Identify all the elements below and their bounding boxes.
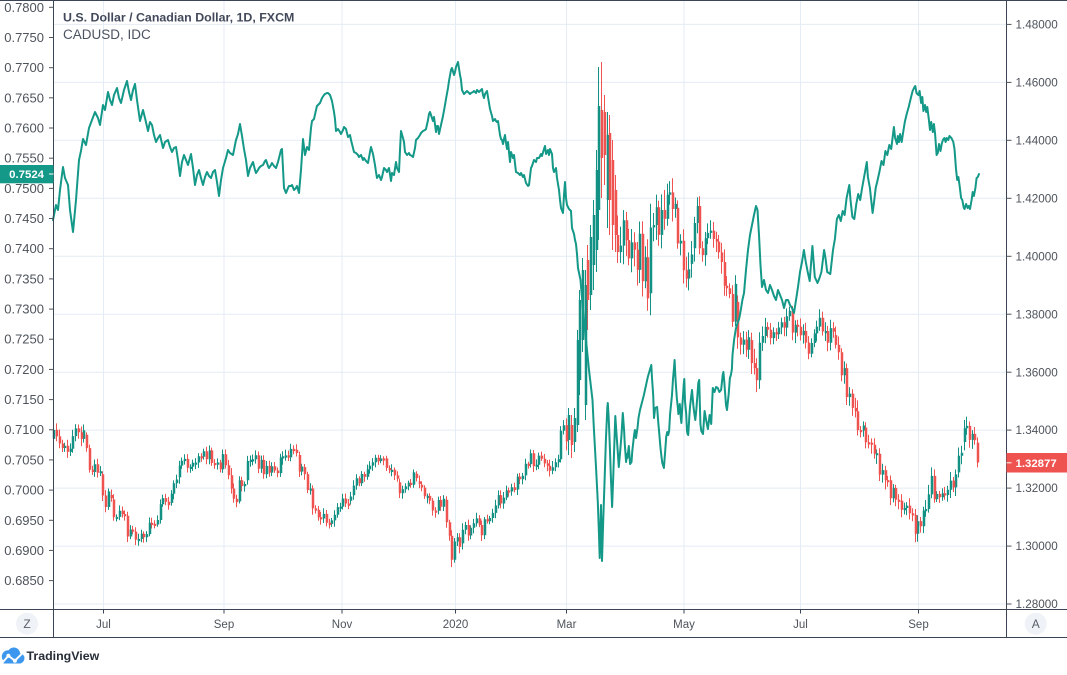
svg-text:0.6950: 0.6950 [4, 513, 44, 528]
svg-text:May: May [673, 619, 695, 631]
svg-text:0.7800: 0.7800 [4, 0, 44, 15]
svg-text:Z: Z [23, 617, 30, 631]
svg-text:0.7750: 0.7750 [4, 30, 44, 45]
svg-text:0.7300: 0.7300 [4, 302, 44, 317]
svg-text:1.46000: 1.46000 [1016, 77, 1059, 90]
svg-text:0.7250: 0.7250 [4, 332, 44, 347]
svg-text:1.34000: 1.34000 [1016, 424, 1059, 437]
svg-text:Mar: Mar [557, 619, 577, 631]
svg-text:A: A [1032, 617, 1040, 631]
svg-text:0.6850: 0.6850 [4, 573, 44, 588]
svg-text:1.28000: 1.28000 [1016, 598, 1059, 611]
svg-text:Jul: Jul [793, 619, 808, 631]
svg-text:0.7150: 0.7150 [4, 392, 44, 407]
svg-text:1.40000: 1.40000 [1016, 250, 1059, 263]
svg-text:TradingView: TradingView [27, 649, 100, 663]
svg-text:0.7600: 0.7600 [4, 121, 44, 136]
svg-text:1.30000: 1.30000 [1016, 540, 1059, 553]
svg-text:Sep: Sep [214, 619, 234, 631]
svg-text:0.7524: 0.7524 [9, 169, 45, 181]
svg-text:0.7400: 0.7400 [4, 241, 44, 256]
svg-text:2020: 2020 [443, 619, 469, 631]
svg-text:Nov: Nov [332, 619, 353, 631]
svg-text:CADUSD, IDC: CADUSD, IDC [63, 27, 151, 42]
svg-text:1.32877: 1.32877 [1016, 458, 1057, 470]
svg-text:0.7650: 0.7650 [4, 90, 44, 105]
svg-text:1.36000: 1.36000 [1016, 366, 1059, 379]
svg-text:1.42000: 1.42000 [1016, 192, 1059, 205]
svg-text:0.7200: 0.7200 [4, 362, 44, 377]
svg-text:0.7000: 0.7000 [4, 483, 44, 498]
svg-text:1.38000: 1.38000 [1016, 308, 1059, 321]
svg-text:0.6900: 0.6900 [4, 543, 44, 558]
svg-text:0.7050: 0.7050 [4, 452, 44, 467]
svg-text:0.7450: 0.7450 [4, 211, 44, 226]
svg-text:1.44000: 1.44000 [1016, 134, 1059, 147]
svg-text:0.7550: 0.7550 [4, 151, 44, 166]
svg-text:1.48000: 1.48000 [1016, 19, 1059, 32]
svg-text:1.32000: 1.32000 [1016, 482, 1059, 495]
svg-text:Sep: Sep [908, 619, 928, 631]
svg-text:0.7100: 0.7100 [4, 422, 44, 437]
svg-text:U.S. Dollar / Canadian Dollar,: U.S. Dollar / Canadian Dollar, 1D, FXCM [63, 11, 294, 25]
svg-text:0.7350: 0.7350 [4, 271, 44, 286]
svg-text:0.7700: 0.7700 [4, 60, 44, 75]
svg-text:Jul: Jul [96, 619, 111, 631]
